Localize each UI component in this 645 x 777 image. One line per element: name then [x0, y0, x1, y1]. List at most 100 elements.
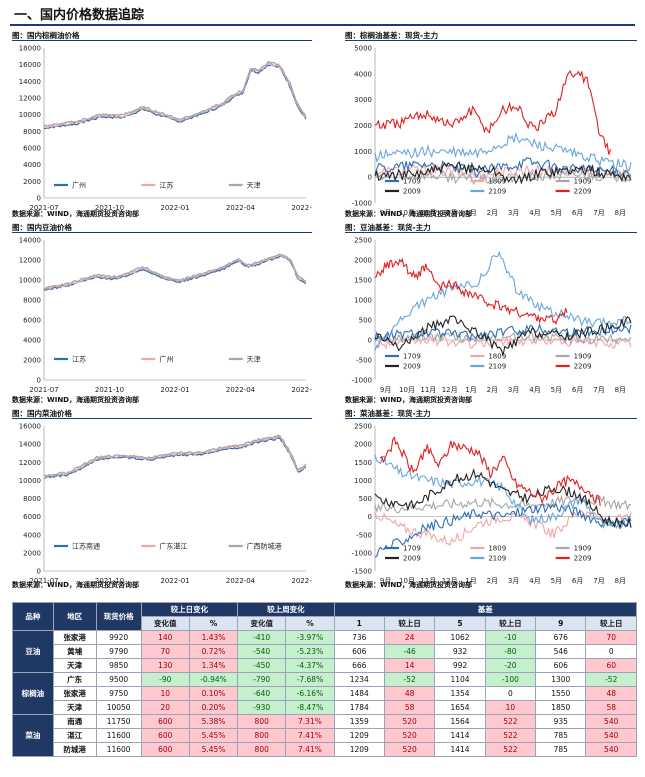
value-cell: 800 — [237, 714, 287, 729]
x-tick-label: 3月 — [508, 577, 519, 585]
series-line-2209 — [379, 436, 601, 506]
value-cell: 1062 — [434, 630, 486, 645]
y-tick-label: -1000 — [352, 200, 372, 208]
x-tick-label: 9月 — [380, 577, 391, 585]
chart-svg: -1500 -1000 -500 0 500 1000 1500 2000 2500 9月 10月 1… — [352, 423, 632, 585]
legend-label: 1809 — [488, 545, 506, 553]
region-cell: 黄埔 — [52, 644, 97, 659]
x-tick-label: 8月 — [615, 386, 626, 394]
data-source: 数据来源：WIND，海通期货投资咨询部 — [12, 210, 139, 218]
y-tick-label: 1000 — [354, 477, 372, 485]
value-cell: 600 — [140, 714, 190, 729]
value-cell: 9500 — [95, 672, 142, 687]
chart-title: 图：豆油基差：现货-主力 — [345, 223, 431, 232]
y-tick-label: 12000 — [19, 459, 41, 467]
y-tick-label: 12000 — [19, 95, 41, 103]
y-tick-label: 10000 — [19, 111, 41, 119]
value-cell: 785 — [535, 742, 587, 757]
value-cell: 522 — [484, 714, 537, 729]
x-tick-label: 9月 — [380, 386, 391, 394]
value-cell: -52 — [383, 672, 436, 687]
value-cell: 7.31% — [285, 714, 335, 729]
x-tick-label: 12月 — [442, 386, 458, 394]
value-cell: 600 — [140, 742, 190, 757]
value-cell: 520 — [383, 742, 436, 757]
value-cell: 10050 — [95, 700, 142, 715]
y-tick-label: 16000 — [19, 61, 41, 69]
value-cell: -790 — [237, 672, 287, 687]
value-cell: 1850 — [535, 700, 587, 715]
y-tick-label: 0 — [368, 337, 372, 345]
legend-label: 2209 — [574, 363, 592, 371]
value-cell: 1.34% — [188, 658, 239, 673]
x-tick-label: 2021-07 — [29, 386, 58, 394]
header-cell: 5 — [434, 616, 486, 631]
series-line-1809 — [374, 510, 632, 547]
title-rule — [12, 418, 312, 419]
table-row: 菜油 南通 11750 600 5.38% 800 7.31% 1359 520 1564 522 9… — [12, 714, 637, 757]
x-tick-label: 2022-07 — [291, 577, 312, 585]
value-cell: 5.45% — [188, 728, 239, 743]
chart-title: 图：国内菜油价格 — [12, 409, 72, 418]
x-tick-label: 4月 — [529, 577, 540, 585]
value-cell: 1414 — [434, 728, 486, 743]
y-tick-label: 2500 — [354, 423, 372, 431]
header-cell: % — [285, 616, 335, 631]
value-cell: 520 — [383, 714, 436, 729]
y-tick-label: 14000 — [19, 78, 41, 86]
value-cell: 1.43% — [188, 630, 239, 645]
x-tick-label: 10月 — [399, 386, 415, 394]
value-cell: 70 — [140, 644, 190, 659]
y-tick-label: -1500 — [352, 568, 372, 576]
value-cell: -4.37% — [285, 658, 335, 673]
y-tick-label: 0 — [37, 377, 41, 385]
x-tick-label: 2021-07 — [29, 204, 58, 212]
title-rule — [345, 232, 637, 233]
legend-label: 1709 — [403, 545, 421, 553]
y-tick-label: 14000 — [19, 237, 41, 245]
y-tick-label: -1000 — [352, 549, 372, 557]
y-tick-label: 0 — [368, 513, 372, 521]
x-tick-label: 1月 — [465, 386, 476, 394]
palm-oil-basis-chart: 图：棕榈油基差：现货-主力 -1000 0 1000 2000 3000 4000 5000… — [345, 30, 637, 235]
y-tick-label: 6000 — [23, 317, 41, 325]
value-cell: 9920 — [95, 630, 142, 645]
region-cell: 湛江 — [52, 728, 97, 743]
table-row: 天津 9850 130 1.34% -450 -4.37% 666 14 992 -20 606 60 — [13, 658, 637, 673]
series-line-1909 — [374, 494, 632, 514]
x-tick-label: 2021-10 — [95, 204, 124, 212]
soybean-oil-basis-chart: 图：豆油基差：现货-主力 -1000 -500 0 500 1000 1500 2000 25… — [345, 222, 637, 404]
title-rule — [12, 40, 312, 41]
value-cell: 9850 — [95, 658, 142, 673]
value-cell: 58 — [585, 700, 637, 715]
x-tick-label: 4月 — [529, 386, 540, 394]
value-cell: -6.16% — [285, 686, 335, 701]
legend-label: 江苏 — [72, 355, 86, 364]
header-cell: 9 — [535, 616, 587, 631]
legend-label: 2109 — [488, 555, 506, 563]
value-cell: 520 — [383, 728, 436, 743]
series-line-广西防城港 — [43, 434, 307, 477]
value-cell: -450 — [237, 658, 287, 673]
y-tick-label: 12000 — [19, 257, 41, 265]
x-tick-label: 5月 — [551, 209, 562, 217]
y-tick-label: 14000 — [19, 441, 41, 449]
region-cell: 天津 — [52, 700, 97, 715]
series-line-1709 — [374, 502, 632, 558]
x-tick-label: 2021-07 — [29, 577, 58, 585]
chart-title: 图：棕榈油基差：现货-主力 — [345, 31, 439, 40]
value-cell: 522 — [484, 728, 537, 743]
value-cell: -8.47% — [285, 700, 335, 715]
table-row: 豆油 张家港 9920 140 1.43% -410 -3.97% 736 24 1062 -10 6… — [12, 630, 637, 673]
y-tick-label: 500 — [359, 495, 372, 503]
y-tick-label: 2500 — [354, 237, 372, 245]
y-tick-label: 5000 — [354, 45, 372, 53]
header-cell: 变化值 — [140, 616, 190, 631]
legend-label: 2109 — [488, 363, 506, 371]
value-cell: 5.38% — [188, 714, 239, 729]
chart-svg: 0 2000 4000 6000 8000 10000 12000 14000 16000 180… — [19, 45, 312, 213]
series-line-天津 — [43, 253, 307, 290]
value-cell: 540 — [585, 728, 637, 743]
value-cell: 58 — [383, 700, 436, 715]
x-tick-label: 9月 — [380, 209, 391, 217]
